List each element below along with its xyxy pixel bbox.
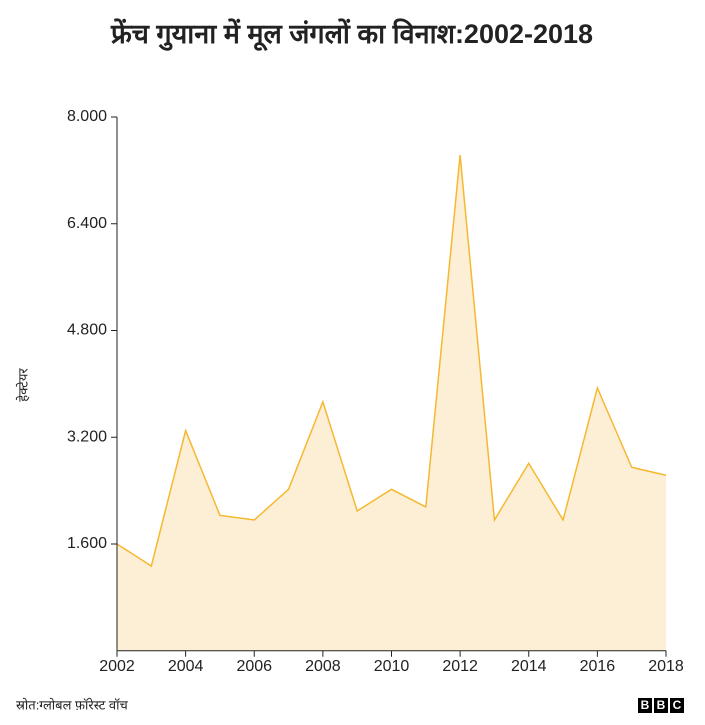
logo: B B C <box>638 698 684 713</box>
x-tick-label: 2014 <box>511 658 547 675</box>
y-tick-label: 6.400 <box>67 215 107 232</box>
source: स्रोत:ग्लोबल फ़ॉरेस्ट वॉच <box>16 697 129 712</box>
logo-box <box>654 698 668 713</box>
y-tick-label: 3.200 <box>67 428 107 445</box>
y-axis-label: हेक्टेयर <box>15 368 30 402</box>
x-tick-label: 2006 <box>236 658 272 675</box>
x-tick-label: 2004 <box>168 658 204 675</box>
x-tick-label: 2010 <box>374 658 410 675</box>
logo-letter: B <box>657 698 666 712</box>
logo-letter: B <box>641 698 650 712</box>
y-tick-label: 8.000 <box>67 108 107 125</box>
area <box>117 155 666 651</box>
x-tick-label: 2018 <box>648 658 684 675</box>
logo-box <box>670 698 684 713</box>
logo-box <box>638 698 652 713</box>
x-tick-label: 2008 <box>305 658 341 675</box>
x-tick-label: 2002 <box>99 658 135 675</box>
line <box>116 154 667 568</box>
logo-letter: C <box>673 698 682 712</box>
y-tick-label: 1.600 <box>67 535 107 552</box>
x-tick-label: 2016 <box>580 658 616 675</box>
y-tick-label: 4.800 <box>67 322 107 339</box>
x-tick-label: 2012 <box>442 658 478 675</box>
chart-title: फ्रेंच गुयाना में मूल जंगलों का विनाश:20… <box>110 18 593 52</box>
